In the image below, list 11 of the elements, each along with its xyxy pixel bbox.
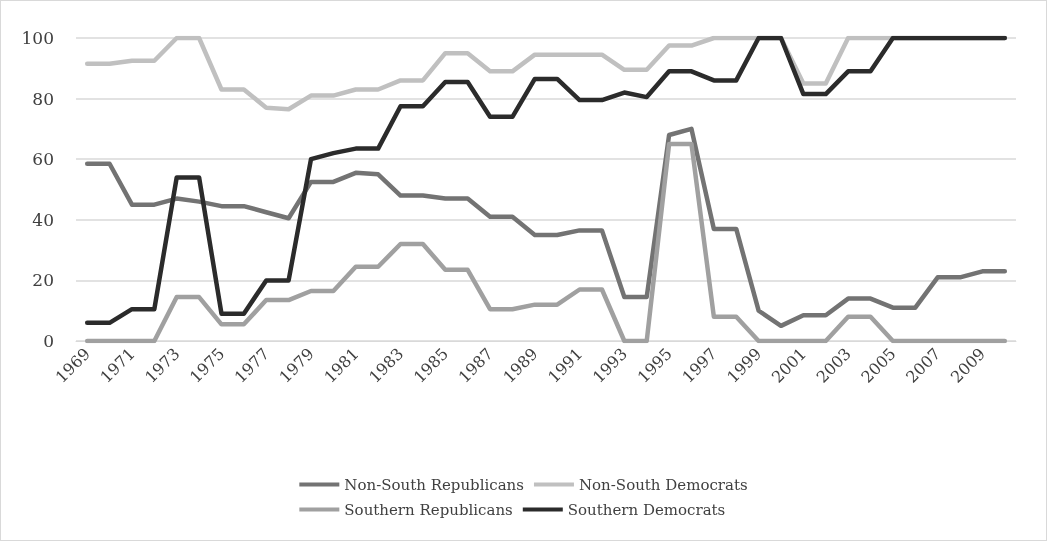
legend-label: Southern Democrats: [567, 500, 726, 519]
legend-label: Non-South Democrats: [578, 475, 748, 494]
y-tick-label: 60: [32, 149, 54, 170]
legend-label: Non-South Republicans: [344, 475, 524, 494]
y-tick-label: 0: [43, 331, 54, 351]
y-tick-label: 20: [32, 270, 54, 291]
y-tick-label: 40: [32, 209, 54, 230]
y-tick-label: 80: [32, 88, 54, 109]
legend-label: Southern Republicans: [344, 500, 513, 519]
line-series: [84, 35, 1008, 326]
y-tick-label: 100: [21, 28, 54, 48]
